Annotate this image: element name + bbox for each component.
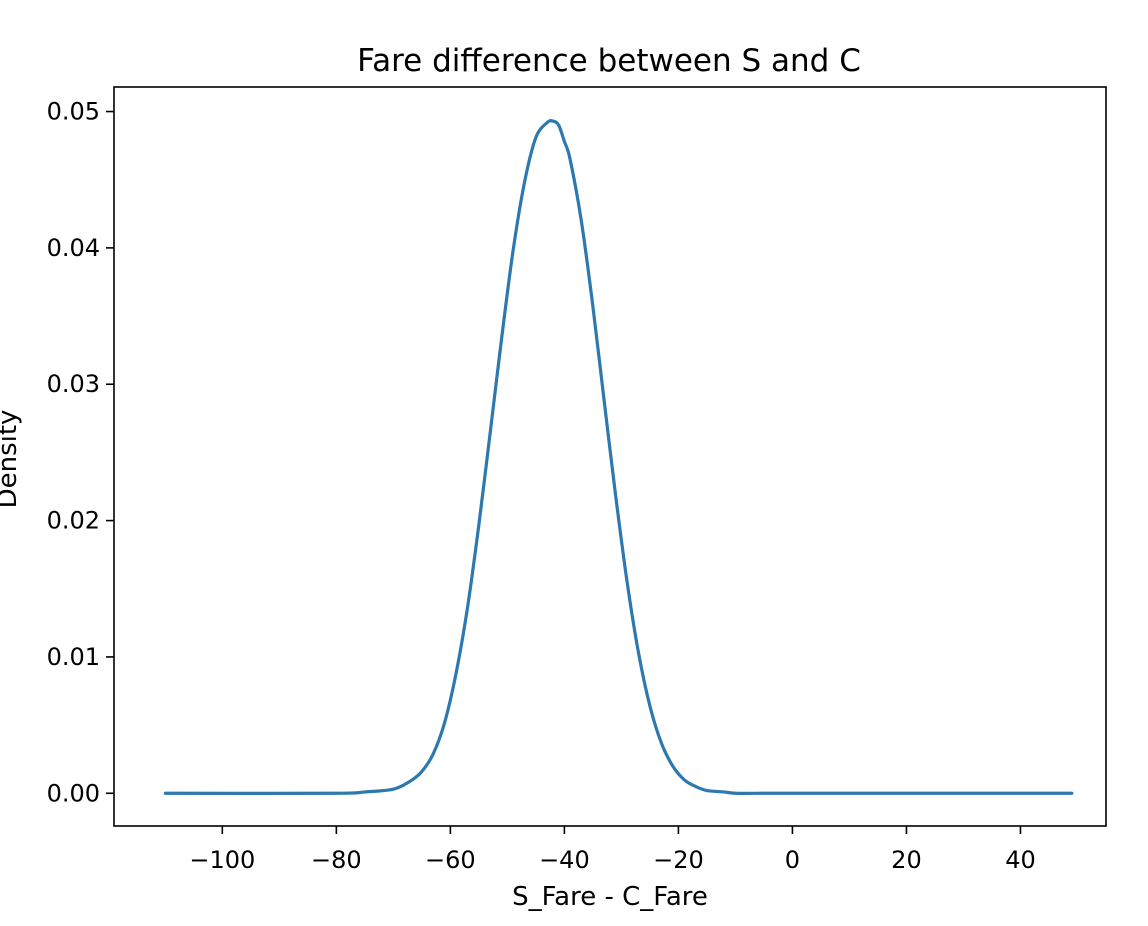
y-axis-label: Density: [0, 410, 23, 509]
y-tick-label: 0.01: [47, 643, 100, 671]
y-tick-label: 0.05: [47, 98, 100, 126]
x-tick-label: 0: [785, 846, 800, 874]
density-curve: [163, 119, 1074, 795]
x-tick-label: −100: [189, 846, 255, 874]
x-axis-label: S_Fare - C_Fare: [512, 882, 708, 912]
plot-area-frame: [113, 86, 1107, 827]
x-tick-label: −60: [425, 846, 476, 874]
y-axis-ticks: 0.00 0.01 0.02 0.03 0.04 0.05: [47, 98, 114, 807]
y-tick-label: 0.04: [47, 234, 100, 262]
y-tick-label: 0.00: [47, 779, 100, 807]
x-tick-label: −80: [311, 846, 362, 874]
chart-title: Fare difference between S and C: [357, 43, 861, 79]
x-tick-label: −20: [653, 846, 704, 874]
x-axis-ticks: −100 −80 −60 −40 −20 0 20 40: [189, 826, 1036, 874]
x-tick-label: 40: [1005, 846, 1036, 874]
y-tick-label: 0.03: [47, 370, 100, 398]
y-tick-label: 0.02: [47, 507, 100, 535]
x-tick-label: −40: [539, 846, 590, 874]
x-tick-label: 20: [891, 846, 922, 874]
